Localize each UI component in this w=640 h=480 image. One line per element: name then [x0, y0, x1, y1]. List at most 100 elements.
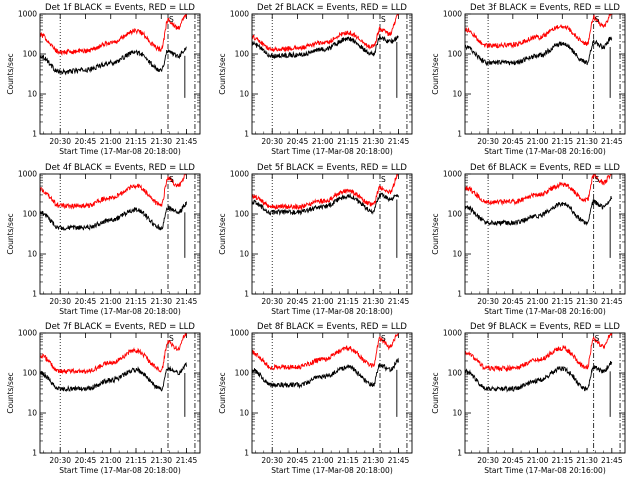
chart-4-ylabel: Counts/sec: [6, 213, 15, 254]
chart-4-xtick-label: 21:00: [100, 297, 122, 306]
chart-8-ytick-label: 10: [239, 409, 249, 418]
chart-2-xtick-label: 21:00: [312, 137, 334, 146]
chart-6-xtick-label: 20:45: [502, 297, 524, 306]
chart-4-series-black-line: [40, 201, 187, 232]
chart-3-xtick-label: 20:30: [477, 137, 499, 146]
chart-4-frame: [39, 173, 201, 295]
chart-2-xtick-label: 20:45: [287, 137, 309, 146]
chart-6-ytick-label: 10: [452, 250, 462, 259]
chart-6-series-red-line: [465, 174, 613, 206]
chart-2-ytick-label: 100: [235, 50, 250, 59]
chart-6-series-black-line: [465, 195, 613, 227]
chart-2-xtick-label: 21:45: [388, 137, 410, 146]
chart-5-ytick-label: 1000: [230, 170, 249, 179]
chart-1-xtick-label: 21:30: [150, 137, 172, 146]
chart-5-series-black-line: [252, 192, 399, 216]
chart-1-ylabel: Counts/sec: [6, 53, 15, 94]
chart-8-xtick-label: 21:30: [362, 456, 384, 465]
chart-1-ytick-label: 10: [27, 90, 37, 99]
chart-5-ytick-label: 1: [244, 290, 249, 299]
chart-5-ylabel: Counts/sec: [218, 213, 227, 254]
chart-1: Det 1f BLACK = Events, RED = LLD Start Ti…: [6, 3, 201, 156]
chart-4-saa-marker: S: [169, 175, 174, 184]
chart-3-series-red-line: [465, 14, 613, 49]
chart-1-frame: [39, 13, 201, 135]
chart-2-ytick-label: 10: [239, 90, 249, 99]
chart-8-xtick-label: 21:15: [337, 456, 359, 465]
chart-5-xtick-label: 21:15: [337, 297, 359, 306]
chart-8-frame: [251, 332, 413, 454]
chart-7-title: Det 7f BLACK = Events, RED = LLD: [45, 322, 195, 332]
chart-5-xlabel: Start Time (17-Mar-08 20:18:00): [271, 307, 393, 316]
chart-8-ylabel: Counts/sec: [218, 372, 227, 413]
chart-1-series-red-line: [40, 14, 187, 57]
chart-6-xtick-label: 21:00: [527, 297, 549, 306]
chart-9-title: Det 9f BLACK = Events, RED = LLD: [470, 322, 620, 332]
chart-6-xtick-label: 21:30: [576, 297, 598, 306]
chart-2-xtick-label: 21:30: [362, 137, 384, 146]
chart-3-xtick-label: 21:30: [576, 137, 598, 146]
chart-7-ytick-label: 1: [32, 449, 37, 458]
chart-1-xtick-label: 21:45: [176, 137, 198, 146]
chart-9-xtick-label: 21:15: [552, 456, 574, 465]
chart-4-xtick-label: 20:30: [49, 297, 71, 306]
chart-8-ytick-label: 100: [235, 369, 250, 378]
chart-3-xtick-label: 21:15: [552, 137, 574, 146]
chart-1-title: Det 1f BLACK = Events, RED = LLD: [45, 3, 195, 13]
chart-6-xlabel: Start Time (17-Mar-08 20:16:00): [484, 307, 606, 316]
chart-7-saa-marker: S: [169, 334, 174, 343]
chart-2-xtick-label: 21:15: [337, 137, 359, 146]
chart-6-ytick-label: 1: [457, 290, 462, 299]
chart-5-xtick-label: 21:45: [388, 297, 410, 306]
chart-5-frame: [251, 173, 413, 295]
chart-3-ytick-label: 10: [452, 90, 462, 99]
chart-7-frame: [39, 332, 201, 454]
chart-6-xtick-label: 20:30: [477, 297, 499, 306]
chart-8: Det 8f BLACK = Events, RED = LLD Start Ti…: [218, 322, 413, 475]
chart-3-xtick-label: 20:45: [502, 137, 524, 146]
chart-6-ytick-label: 100: [448, 210, 463, 219]
chart-5-ytick-label: 10: [239, 250, 249, 259]
chart-9-ytick-label: 10: [452, 409, 462, 418]
chart-5-xtick-label: 21:00: [312, 297, 334, 306]
chart-6-xtick-label: 21:15: [552, 297, 574, 306]
chart-2-series-black-line: [252, 34, 399, 59]
chart-9-xtick-label: 21:45: [601, 456, 623, 465]
chart-4-ytick-label: 10: [27, 250, 37, 259]
chart-5-ytick-label: 100: [235, 210, 250, 219]
chart-4: Det 4f BLACK = Events, RED = LLD Start Ti…: [6, 163, 201, 316]
chart-9-series-red-line: [465, 333, 613, 373]
chart-8-xtick-label: 20:30: [261, 456, 283, 465]
chart-1-xtick-label: 20:45: [75, 137, 97, 146]
chart-2-xlabel: Start Time (17-Mar-08 20:18:00): [271, 147, 393, 156]
chart-8-ytick-label: 1000: [230, 329, 249, 338]
chart-7-xlabel: Start Time (17-Mar-08 20:18:00): [59, 466, 181, 475]
chart-4-ytick-label: 1: [32, 290, 37, 299]
chart-6-frame: [464, 173, 626, 295]
chart-9-xtick-label: 21:30: [576, 456, 598, 465]
chart-7-xtick-label: 20:45: [75, 456, 97, 465]
chart-9-ytick-label: 100: [448, 369, 463, 378]
chart-3-series-black-line: [465, 36, 613, 67]
chart-8-xtick-label: 21:45: [388, 456, 410, 465]
chart-1-saa-marker: S: [169, 15, 174, 24]
chart-4-xtick-label: 20:45: [75, 297, 97, 306]
chart-3-saa-marker: S: [595, 15, 600, 24]
chart-8-series-red-line: [252, 333, 399, 371]
chart-7-xtick-label: 21:15: [125, 456, 147, 465]
chart-2-ytick-label: 1000: [230, 10, 249, 19]
chart-4-xtick-label: 21:15: [125, 297, 147, 306]
chart-1-ytick-label: 100: [23, 50, 38, 59]
chart-3-xlabel: Start Time (17-Mar-08 20:16:00): [484, 147, 606, 156]
chart-5-saa-marker: S: [381, 175, 386, 184]
chart-2-ylabel: Counts/sec: [218, 53, 227, 94]
chart-6-ytick-label: 1000: [443, 170, 462, 179]
chart-8-series-black-line: [252, 357, 399, 390]
chart-2-title: Det 2f BLACK = Events, RED = LLD: [257, 3, 407, 13]
chart-4-xtick-label: 21:45: [176, 297, 198, 306]
chart-3-xtick-label: 21:00: [527, 137, 549, 146]
chart-4-title: Det 4f BLACK = Events, RED = LLD: [45, 163, 195, 173]
chart-6-title: Det 6f BLACK = Events, RED = LLD: [470, 163, 620, 173]
chart-7-xtick-label: 20:30: [49, 456, 71, 465]
